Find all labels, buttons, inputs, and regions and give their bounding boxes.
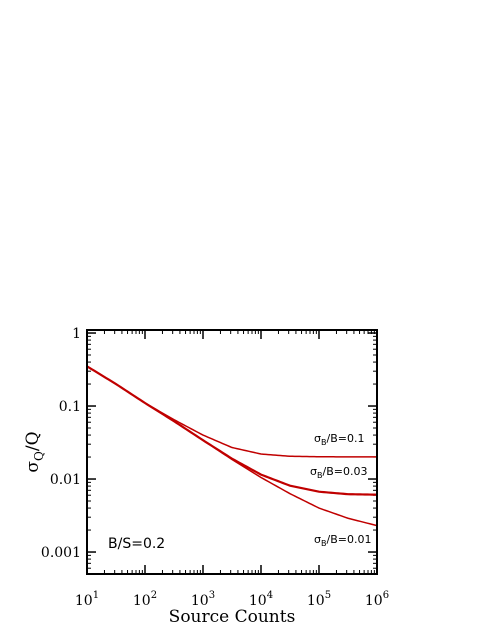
y-tick-label: 0.1 bbox=[59, 399, 81, 415]
x-axis-label: Source Counts bbox=[169, 607, 296, 627]
x-tick-label: 101 bbox=[75, 590, 99, 609]
x-tick-label: 103 bbox=[191, 590, 215, 609]
y-axis-label-rest: /Q bbox=[23, 431, 43, 451]
series-line-3 bbox=[86, 365, 378, 527]
y-axis-label-subscript: Q bbox=[32, 451, 46, 461]
y-axis-label: σQ/Q bbox=[23, 431, 46, 472]
y-tick-label: 1 bbox=[72, 326, 81, 342]
y-axis-label-sigma: σ bbox=[23, 461, 43, 473]
y-tick-label: 0.01 bbox=[50, 472, 81, 488]
x-tick-label: 105 bbox=[307, 590, 331, 609]
x-tick-label: 106 bbox=[365, 590, 389, 609]
x-tick-label: 104 bbox=[249, 590, 273, 609]
y-tick-labels: 1 0.1 0.01 0.001 bbox=[41, 326, 81, 561]
ratio-annotation: B/S=0.2 bbox=[108, 536, 165, 552]
curve-label-sigma-0.03: σB/B=0.03 bbox=[310, 465, 367, 480]
x-tick-labels: 101 102 103 104 105 106 bbox=[75, 590, 389, 609]
curve-label-sigma-0.01: σB/B=0.01 bbox=[314, 533, 371, 548]
x-tick-label: 102 bbox=[133, 590, 157, 609]
curve-label-sigma-0.1: σB/B=0.1 bbox=[314, 432, 364, 447]
plot-frame bbox=[86, 329, 378, 575]
y-tick-label: 0.001 bbox=[41, 545, 81, 561]
curves bbox=[86, 365, 378, 527]
